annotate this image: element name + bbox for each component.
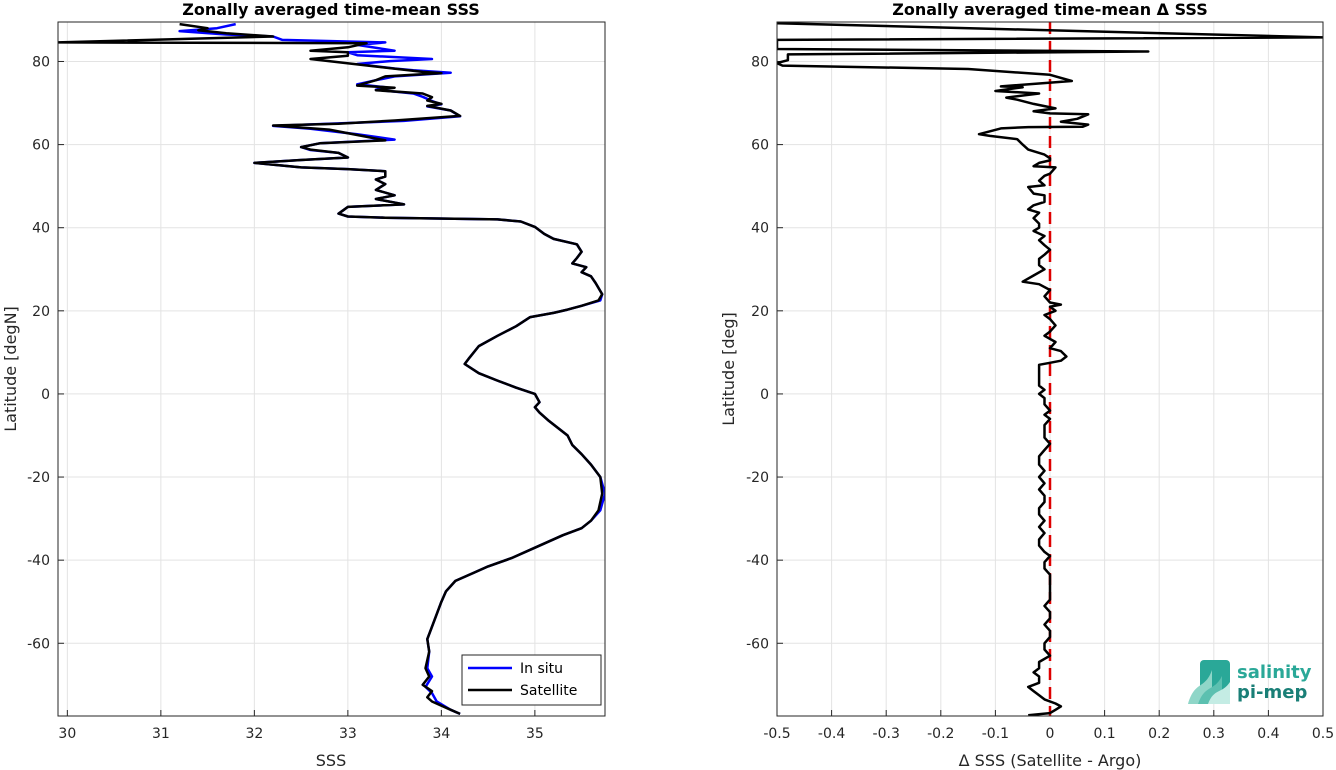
x-tick-label: 0.3 (1203, 726, 1225, 742)
x-tick-label: 0.5 (1312, 726, 1334, 742)
left-grid (58, 22, 605, 716)
x-tick-label: 0 (1046, 726, 1055, 742)
x-tick-label: -0.3 (873, 726, 900, 742)
left-chart-title: Zonally averaged time-mean SSS (182, 0, 480, 19)
y-tick-label: 80 (32, 54, 50, 70)
left-x-axis-label: SSS (316, 751, 346, 770)
x-tick-label: 30 (58, 726, 76, 742)
y-tick-label: 0 (41, 387, 50, 403)
y-tick-label: -40 (27, 553, 50, 569)
left-series (58, 22, 605, 716)
y-tick-label: 20 (751, 304, 769, 320)
y-tick-label: 40 (751, 221, 769, 237)
x-tick-label: -0.5 (763, 726, 790, 742)
y-tick-label: 0 (760, 387, 769, 403)
salinity-pi-mep-logo: salinity pi-mep (1188, 660, 1312, 704)
x-tick-label: 32 (245, 726, 263, 742)
x-tick-label: 31 (152, 726, 170, 742)
y-tick-label: 80 (751, 54, 769, 70)
logo-text-pi-mep: pi-mep (1237, 682, 1307, 703)
logo-text-salinity: salinity (1237, 662, 1312, 683)
right-x-axis-label: Δ SSS (Satellite - Argo) (959, 751, 1142, 770)
right-axes-box (776, 21, 1324, 717)
delta-sss-series-line (777, 22, 1323, 716)
legend-box (461, 654, 602, 706)
right-y-axis-label: Latitude [deg] (719, 312, 738, 426)
y-tick-label: -60 (746, 636, 769, 652)
x-tick-label: 33 (339, 726, 357, 742)
left-ticks: 30 31 32 33 34 35 80 60 40 20 0 -20 -40 -60 (27, 54, 544, 742)
x-tick-label: 0.2 (1148, 726, 1170, 742)
wave-logo-icon (1188, 660, 1230, 704)
left-panel: 30 31 32 33 34 35 80 60 40 20 0 -20 -40 -60 Zonally a… (1, 0, 606, 770)
y-tick-label: -20 (746, 470, 769, 486)
y-tick-label: -20 (27, 470, 50, 486)
x-tick-label: 0.1 (1093, 726, 1115, 742)
left-axes-box (57, 21, 606, 717)
x-tick-label: 34 (432, 726, 450, 742)
legend[interactable]: In situ Satellite (461, 654, 602, 706)
right-panel: -0.5 -0.4 -0.3 -0.2 -0.1 0 0.1 0.2 0.3 0.4 0.5 80 60… (719, 0, 1334, 770)
y-tick-label: 60 (32, 138, 50, 154)
left-y-axis-label: Latitude [degN] (1, 306, 20, 432)
y-tick-label: -40 (746, 553, 769, 569)
x-tick-label: -0.2 (927, 726, 954, 742)
right-series (777, 22, 1323, 716)
y-tick-label: -60 (27, 636, 50, 652)
x-tick-label: 35 (526, 726, 544, 742)
legend-insitu-label: In situ (520, 661, 563, 677)
left-plot-area (58, 22, 605, 716)
y-tick-label: 40 (32, 221, 50, 237)
legend-satellite-label: Satellite (520, 683, 577, 699)
satellite-series-line (58, 22, 604, 716)
right-chart-title: Zonally averaged time-mean Δ SSS (892, 0, 1208, 19)
y-tick-label: 60 (751, 138, 769, 154)
y-tick-label: 20 (32, 304, 50, 320)
x-tick-label: -0.4 (818, 726, 845, 742)
x-tick-label: 0.4 (1257, 726, 1279, 742)
x-tick-label: -0.1 (982, 726, 1009, 742)
right-ticks: -0.5 -0.4 -0.3 -0.2 -0.1 0 0.1 0.2 0.3 0.4 0.5 80 60… (746, 54, 1334, 742)
